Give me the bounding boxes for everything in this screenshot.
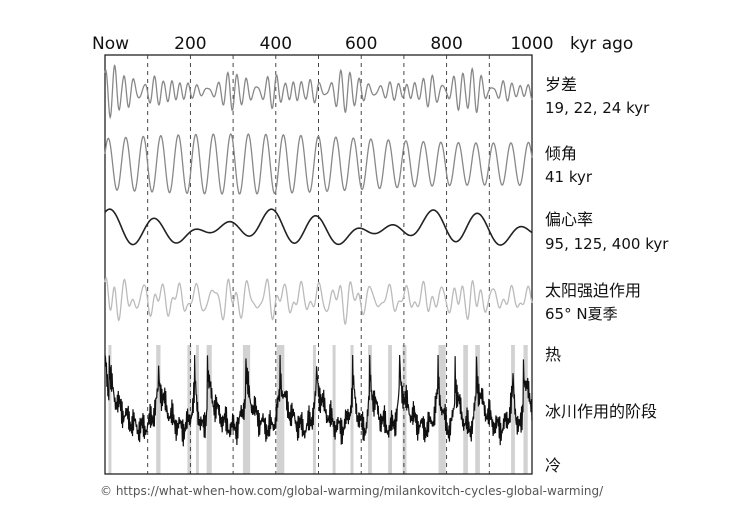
series-line-3 [104, 276, 533, 325]
series-line-2 [104, 208, 533, 246]
interglacial-band-10 [368, 345, 372, 474]
interglacial-band-1 [156, 345, 161, 474]
x-tick-800: 800 [430, 34, 462, 54]
interglacial-band-7 [312, 345, 316, 474]
interglacial-band-8 [332, 345, 336, 474]
series-name-1: 倾角 [545, 144, 577, 163]
interglacial-band-9 [350, 345, 354, 474]
interglacial-band-0 [108, 345, 112, 474]
interglacial-band-12 [402, 345, 407, 474]
series-labels: 岁差 19, 22, 24 kyr 倾角 41 kyr 偏心率 95, 125, 400 … [545, 75, 669, 475]
glacial-label-warm: 热 [545, 345, 561, 364]
interglacial-band-16 [511, 345, 515, 474]
series-sub-1: 41 kyr [545, 168, 593, 186]
grid-lines [147, 55, 490, 474]
series-sub-2: 95, 125, 400 kyr [545, 235, 669, 253]
x-tick-Now: Now [92, 34, 129, 54]
x-tick-200: 200 [174, 34, 206, 54]
interglacial-band-4 [206, 345, 212, 474]
series-sub-0: 19, 22, 24 kyr [545, 99, 650, 117]
series-sub-3: 65° N夏季 [545, 305, 618, 323]
interglacial-band-15 [475, 345, 480, 474]
x-tick-1000: 1000 [510, 34, 553, 54]
series-name-3: 太阳强迫作用 [545, 281, 641, 300]
x-unit-label: kyr ago [570, 34, 633, 54]
series-line-4 [104, 354, 533, 447]
interglacial-band-2 [187, 345, 192, 474]
interglacial-band-14 [463, 345, 468, 474]
x-tick-labels: Now 200 400 600 800 1000 [92, 34, 554, 54]
glacial-label-name: 冰川作用的阶段 [545, 402, 657, 421]
series-name-2: 偏心率 [545, 210, 593, 229]
interglacial-band-17 [523, 345, 528, 474]
series-name-0: 岁差 [545, 75, 577, 94]
interglacial-band-5 [242, 345, 251, 474]
glacial-label-cold: 冷 [545, 456, 561, 475]
x-tick-400: 400 [260, 34, 292, 54]
series-line-0 [104, 64, 533, 120]
series-group [104, 64, 533, 447]
series-line-1 [104, 133, 533, 195]
interglacial-band-6 [276, 345, 285, 474]
source-credit: © https://what-when-how.com/global-warmi… [100, 484, 604, 498]
x-tick-600: 600 [345, 34, 377, 54]
interglacial-band-11 [388, 345, 392, 474]
